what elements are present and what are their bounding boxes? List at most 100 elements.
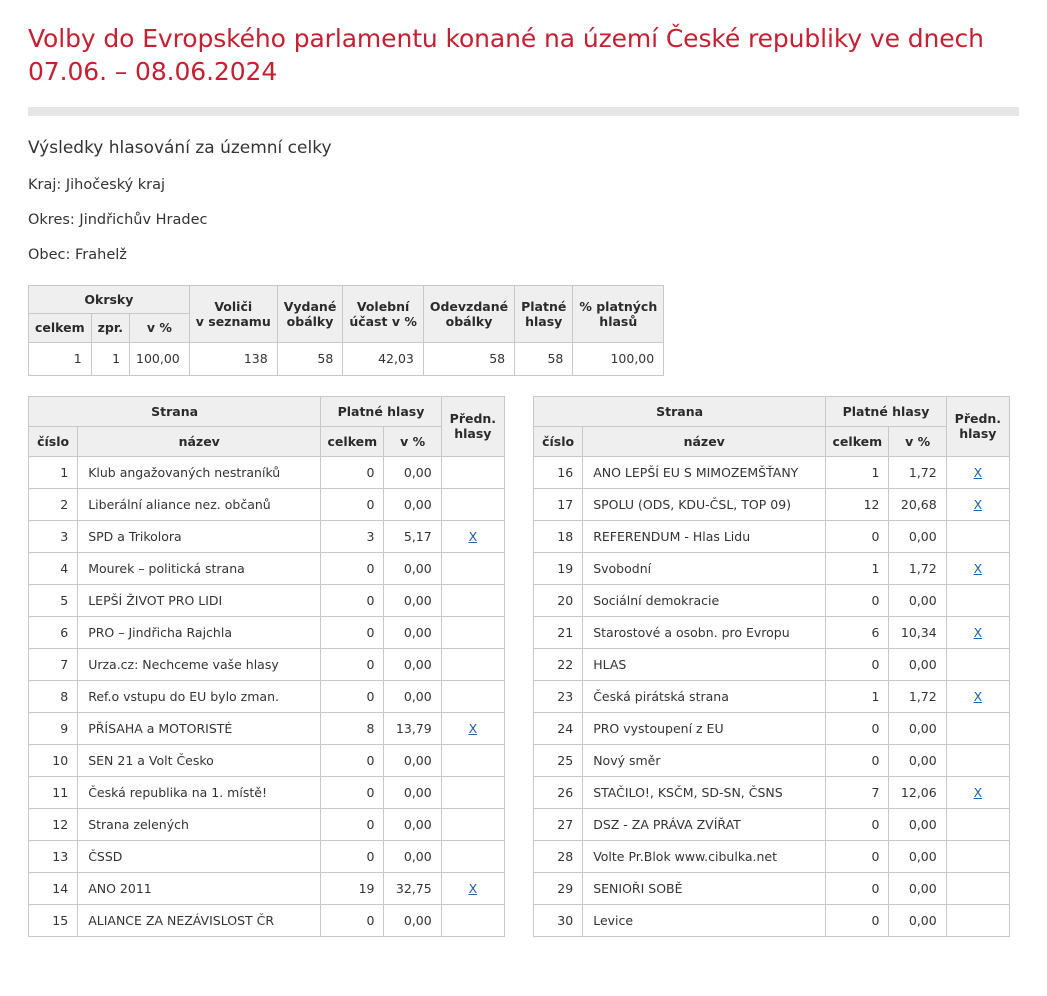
preferential-votes-link[interactable]: X xyxy=(973,625,983,640)
party-left-header-row-2: číslo název celkem v % xyxy=(27,425,505,458)
table-row: 15 ALIANCE ZA NEZÁVISLOST ČR 0 0,00 xyxy=(27,904,506,937)
party-nazev: ČSSD xyxy=(77,840,322,873)
table-row: 30 Levice 0 0,00 xyxy=(532,904,1011,937)
party-cislo: 12 xyxy=(27,808,79,841)
summary-volebni-ucast: 42,03 xyxy=(342,341,424,376)
preferential-votes-link[interactable]: X xyxy=(468,721,478,736)
table-row: 10 SEN 21 a Volt Česko 0 0,00 xyxy=(27,744,506,777)
party-table-left: Strana Platné hlasy Předn. hlasy číslo ná… xyxy=(27,395,506,937)
party-celkem: 1 xyxy=(825,552,890,585)
party-celkem: 8 xyxy=(320,712,385,745)
party-celkem: 0 xyxy=(320,776,385,809)
party-v-pct: 32,75 xyxy=(383,872,442,905)
party-predn-hlasy-cell xyxy=(440,552,506,585)
party-right-header-row-2: číslo název celkem v % xyxy=(532,425,1010,458)
party-v-pct: 0,00 xyxy=(383,680,442,713)
preferential-votes-link[interactable]: X xyxy=(973,785,983,800)
party-nazev: REFERENDUM - Hlas Lidu xyxy=(582,520,827,553)
party-celkem: 0 xyxy=(320,808,385,841)
party-right-header-predn-hlasy: Předn. hlasy xyxy=(945,395,1011,457)
table-row: 23 Česká pirátská strana 1 1,72 X xyxy=(532,680,1011,713)
summary-header-volici: Voliči v seznamu xyxy=(188,285,278,343)
summary-data-row: 1 1 100,00 138 58 42,03 58 58 100,00 xyxy=(28,341,665,376)
party-predn-hlasy-cell: X xyxy=(945,552,1011,585)
party-v-pct: 0,00 xyxy=(888,872,947,905)
preferential-votes-link[interactable]: X xyxy=(973,465,983,480)
table-row: 22 HLAS 0 0,00 xyxy=(532,648,1011,681)
table-row: 8 Ref.o vstupu do EU bylo zman. 0 0,00 xyxy=(27,680,506,713)
party-v-pct: 0,00 xyxy=(888,648,947,681)
party-cislo: 30 xyxy=(532,904,584,937)
party-predn-hlasy-cell xyxy=(945,584,1011,617)
party-nazev: Liberální aliance nez. občanů xyxy=(77,488,322,521)
party-celkem: 12 xyxy=(825,488,890,521)
party-celkem: 7 xyxy=(825,776,890,809)
summary-header-row-2: celkem zpr. v % xyxy=(28,313,664,343)
table-row: 16 ANO LEPŠÍ EU S MIMOZEMŠŤANY 1 1,72 X xyxy=(532,456,1011,489)
party-predn-hlasy-cell: X xyxy=(945,616,1011,649)
party-left-header-strana: Strana xyxy=(27,395,322,427)
party-nazev: Česká pirátská strana xyxy=(582,680,827,713)
party-cislo: 18 xyxy=(532,520,584,553)
party-predn-hlasy-cell: X xyxy=(440,712,506,745)
party-v-pct: 0,00 xyxy=(383,456,442,489)
party-celkem: 19 xyxy=(320,872,385,905)
party-right-header-strana: Strana xyxy=(532,395,827,427)
summary-header-okrsky-vpct: v % xyxy=(129,313,190,343)
party-predn-hlasy-cell: X xyxy=(440,872,506,905)
summary-header-okrsky: Okrsky xyxy=(28,284,190,315)
party-nazev: Strana zelených xyxy=(77,808,322,841)
table-row: 4 Mourek – politická strana 0 0,00 xyxy=(27,552,506,585)
summary-header-row-1: Okrsky Voliči v seznamu Vydané obálky Vole… xyxy=(28,284,665,343)
party-left-header-cislo: číslo xyxy=(27,425,79,458)
party-celkem: 0 xyxy=(825,712,890,745)
party-v-pct: 0,00 xyxy=(888,744,947,777)
party-nazev: SEN 21 a Volt Česko xyxy=(77,744,322,777)
party-cislo: 24 xyxy=(532,712,584,745)
preferential-votes-link[interactable]: X xyxy=(973,689,983,704)
party-right-header-platne-hlasy: Platné hlasy xyxy=(825,395,947,427)
party-predn-hlasy-cell xyxy=(440,616,506,649)
party-predn-hlasy-cell xyxy=(440,488,506,521)
party-celkem: 0 xyxy=(320,744,385,777)
section-title: Výsledky hlasování za územní celky xyxy=(28,138,332,158)
party-left-header-predn-hlasy: Předn. hlasy xyxy=(440,395,506,457)
party-v-pct: 0,00 xyxy=(383,744,442,777)
party-cislo: 15 xyxy=(27,904,79,937)
party-cislo: 26 xyxy=(532,776,584,809)
party-celkem: 0 xyxy=(320,456,385,489)
party-v-pct: 13,79 xyxy=(383,712,442,745)
party-left-header-nazev: název xyxy=(77,425,322,458)
preferential-votes-link[interactable]: X xyxy=(973,497,983,512)
party-cislo: 29 xyxy=(532,872,584,905)
table-row: 21 Starostové a osobn. pro Evropu 6 10,34 X xyxy=(532,616,1011,649)
party-celkem: 0 xyxy=(825,520,890,553)
party-celkem: 3 xyxy=(320,520,385,553)
summary-header-volebni-ucast: Volební účast v % xyxy=(342,285,424,343)
summary-odevzdane-obalky: 58 xyxy=(422,341,516,376)
party-cislo: 7 xyxy=(27,648,79,681)
party-v-pct: 20,68 xyxy=(888,488,947,521)
party-nazev: Ref.o vstupu do EU bylo zman. xyxy=(77,680,322,713)
preferential-votes-link[interactable]: X xyxy=(468,529,478,544)
preferential-votes-link[interactable]: X xyxy=(468,881,478,896)
party-v-pct: 0,00 xyxy=(383,904,442,937)
party-v-pct: 0,00 xyxy=(888,840,947,873)
party-celkem: 0 xyxy=(320,552,385,585)
table-row: 27 DSZ - ZA PRÁVA ZVÍŘAT 0 0,00 xyxy=(532,808,1011,841)
party-table-right: Strana Platné hlasy Předn. hlasy číslo ná… xyxy=(532,395,1011,937)
party-celkem: 0 xyxy=(320,488,385,521)
party-v-pct: 0,00 xyxy=(888,808,947,841)
party-nazev: Sociální demokracie xyxy=(582,584,827,617)
party-cislo: 3 xyxy=(27,520,79,553)
table-row: 25 Nový směr 0 0,00 xyxy=(532,744,1011,777)
table-row: 14 ANO 2011 19 32,75 X xyxy=(27,872,506,905)
preferential-votes-link[interactable]: X xyxy=(973,561,983,576)
table-row: 28 Volte Pr.Blok www.cibulka.net 0 0,00 xyxy=(532,840,1011,873)
party-celkem: 0 xyxy=(825,808,890,841)
party-nazev: ANO 2011 xyxy=(77,872,322,905)
party-nazev: SPD a Trikolora xyxy=(77,520,322,553)
party-cislo: 11 xyxy=(27,776,79,809)
party-v-pct: 0,00 xyxy=(888,520,947,553)
party-celkem: 0 xyxy=(825,584,890,617)
